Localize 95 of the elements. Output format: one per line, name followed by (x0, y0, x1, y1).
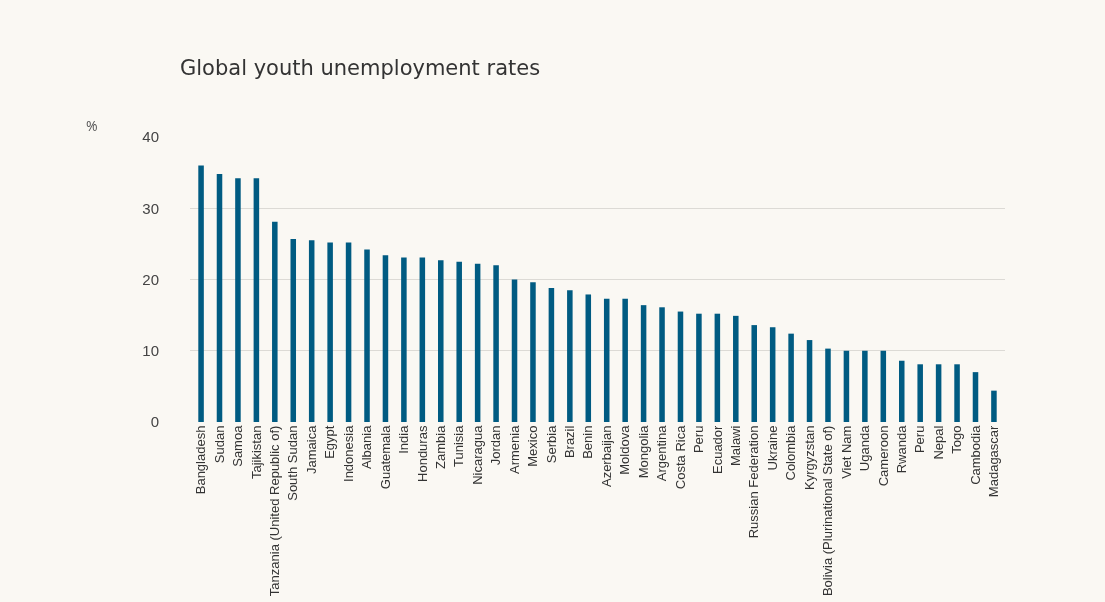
bar (696, 313, 702, 422)
bar (751, 325, 757, 422)
x-tick-label: Peru (912, 425, 928, 454)
x-tick-label: Honduras (414, 425, 430, 482)
bar (603, 298, 610, 422)
bar (493, 265, 499, 422)
bar (972, 372, 979, 422)
y-tick-label: 30 (142, 199, 159, 217)
x-tick-label: Nepal (930, 425, 946, 460)
x-tick-label: Sudan (211, 425, 227, 464)
bar (622, 298, 628, 422)
bar (327, 242, 333, 422)
x-tick-label: Colombia (783, 424, 799, 481)
x-tick-label: Viet Nam (838, 425, 854, 479)
x-tick-label: Kyrgyzstan (801, 425, 817, 490)
x-tick-label: Zambia (432, 424, 448, 469)
x-tick-label: Mongolia (635, 424, 651, 479)
y-tick-label: 20 (142, 270, 159, 288)
x-tick-label: Benin (580, 425, 596, 459)
bar (364, 249, 370, 422)
x-tick-label: Jordan (488, 425, 504, 466)
bar (235, 178, 241, 422)
x-tick-label: Russian Federation (746, 425, 762, 539)
y-tick-label: 0 (150, 413, 159, 431)
x-tick-label: Bangladesh (193, 425, 209, 495)
bar (548, 288, 555, 422)
x-tick-label: Indonesia (340, 424, 356, 482)
bar (290, 238, 297, 422)
x-tick-label: Samoa (230, 424, 246, 467)
x-tick-label: Tanzania (United Republic of) (267, 425, 283, 597)
bar (917, 364, 923, 422)
bar (954, 364, 960, 422)
bar (806, 340, 813, 422)
bar (585, 294, 592, 422)
x-tick-label: Moldova (617, 424, 633, 475)
x-tick-label: Ecuador (709, 424, 725, 475)
bar (935, 364, 942, 422)
x-tick-label: Guatemala (377, 424, 393, 490)
bar (530, 282, 536, 422)
x-tick-label: Mexico (525, 425, 541, 467)
bar (862, 350, 868, 422)
bar (843, 350, 850, 422)
bar (419, 257, 426, 422)
bar (474, 263, 481, 422)
x-tick-label: Tajikistan (248, 425, 264, 480)
bar (898, 360, 905, 422)
bar (253, 178, 260, 422)
bar (308, 240, 315, 422)
bar (659, 307, 665, 422)
x-tick-label: Cameroon (875, 425, 891, 487)
x-tick-label: Costa Rica (672, 424, 688, 490)
x-tick-label: Ukraine (764, 425, 780, 471)
x-tick-label: Rwanda (893, 424, 909, 474)
bar (640, 305, 647, 422)
x-tick-label: Bolivia (Plurinational State of) (820, 425, 836, 597)
bar (880, 350, 887, 422)
x-tick-label: Serbia (543, 424, 559, 464)
bar (714, 313, 721, 422)
x-tick-label: Madagascar (986, 424, 1002, 498)
x-tick-label: Azerbaijan (598, 425, 614, 488)
x-tick-label: Peru (691, 425, 707, 454)
x-tick-label: Albania (359, 424, 375, 469)
y-tick-label: 40 (142, 128, 159, 146)
bar (991, 390, 997, 422)
bar (382, 255, 389, 422)
bar (788, 333, 794, 422)
bar (567, 290, 573, 422)
x-tick-label: Armenia (506, 424, 522, 475)
x-tick-label: Togo (949, 425, 965, 454)
x-tick-label: Brazil (562, 425, 578, 459)
x-tick-label: Cambodia (967, 424, 983, 485)
bar (733, 315, 739, 422)
x-tick-label: India (396, 424, 412, 454)
chart-title: Global youth unemployment rates (180, 55, 541, 80)
bar (825, 348, 831, 422)
x-tick-label: Jamaica (303, 424, 319, 475)
bar (677, 311, 684, 422)
bar (345, 242, 352, 422)
x-tick-label: Egypt (322, 425, 338, 459)
bar (769, 327, 776, 422)
x-tick-label: Uganda (857, 424, 873, 472)
bar (511, 279, 518, 422)
x-tick-label: Malawi (728, 425, 744, 467)
y-axis-title: % (86, 116, 98, 135)
x-tick-label: Nicaragua (469, 424, 485, 485)
bar (456, 261, 462, 422)
y-tick-label: 10 (142, 342, 159, 359)
bar (198, 165, 204, 422)
bar (438, 260, 444, 422)
x-tick-label: Argentina (654, 424, 670, 482)
bar (272, 221, 278, 422)
bar (216, 174, 223, 422)
bar (401, 257, 407, 422)
x-tick-label: Tunisia (451, 424, 467, 468)
x-tick-label: South Sudan (285, 425, 301, 501)
